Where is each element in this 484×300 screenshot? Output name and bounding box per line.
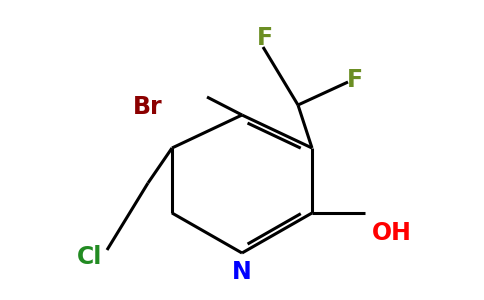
Text: OH: OH (372, 221, 412, 245)
Text: Cl: Cl (77, 245, 103, 269)
Text: F: F (347, 68, 363, 92)
Text: N: N (232, 260, 252, 284)
Text: Br: Br (133, 95, 163, 119)
Text: F: F (257, 26, 273, 50)
